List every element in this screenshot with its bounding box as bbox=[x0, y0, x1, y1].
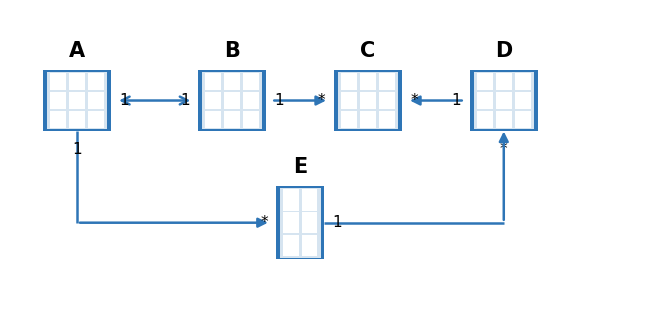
Text: *: * bbox=[261, 215, 268, 230]
Bar bbox=[477, 92, 493, 109]
Bar bbox=[334, 70, 402, 131]
Bar bbox=[379, 111, 395, 128]
Bar bbox=[47, 72, 107, 129]
Bar bbox=[341, 92, 357, 109]
Bar bbox=[341, 111, 357, 128]
Bar bbox=[69, 92, 85, 109]
Text: C: C bbox=[361, 41, 376, 61]
Bar bbox=[88, 92, 104, 109]
Bar bbox=[496, 92, 512, 109]
Bar bbox=[379, 73, 395, 91]
Bar bbox=[50, 73, 66, 91]
Text: A: A bbox=[69, 41, 85, 61]
Bar bbox=[470, 70, 538, 131]
Text: *: * bbox=[410, 93, 418, 108]
Text: E: E bbox=[293, 157, 307, 177]
Bar bbox=[283, 212, 299, 233]
Bar bbox=[515, 111, 531, 128]
Bar bbox=[496, 111, 512, 128]
Bar bbox=[302, 235, 318, 256]
Bar bbox=[496, 73, 512, 91]
Text: *: * bbox=[500, 142, 508, 157]
Bar bbox=[302, 189, 318, 211]
Bar bbox=[243, 111, 259, 128]
Bar bbox=[243, 92, 259, 109]
Bar bbox=[224, 111, 240, 128]
Bar bbox=[515, 73, 531, 91]
Bar bbox=[50, 111, 66, 128]
Text: 1: 1 bbox=[181, 93, 190, 108]
Bar bbox=[360, 111, 376, 128]
Text: *: * bbox=[318, 93, 326, 108]
Bar bbox=[360, 92, 376, 109]
Bar bbox=[224, 92, 240, 109]
Text: 1: 1 bbox=[452, 93, 462, 108]
Bar bbox=[283, 189, 299, 211]
Bar bbox=[69, 111, 85, 128]
Bar bbox=[202, 72, 262, 129]
Bar bbox=[474, 72, 534, 129]
Bar bbox=[515, 92, 531, 109]
Bar bbox=[338, 72, 398, 129]
Bar bbox=[341, 73, 357, 91]
Bar bbox=[198, 70, 266, 131]
Bar bbox=[69, 73, 85, 91]
Bar bbox=[205, 92, 221, 109]
Bar bbox=[88, 73, 104, 91]
Bar bbox=[50, 92, 66, 109]
Text: 1: 1 bbox=[119, 93, 129, 108]
Bar bbox=[477, 111, 493, 128]
Text: 1: 1 bbox=[274, 93, 284, 108]
Bar bbox=[379, 92, 395, 109]
Text: D: D bbox=[495, 41, 512, 61]
Bar bbox=[88, 111, 104, 128]
Bar bbox=[43, 70, 111, 131]
Bar bbox=[283, 235, 299, 256]
Bar bbox=[360, 73, 376, 91]
Bar bbox=[280, 188, 321, 258]
Bar bbox=[224, 73, 240, 91]
Bar bbox=[477, 73, 493, 91]
Bar bbox=[205, 73, 221, 91]
Bar bbox=[243, 73, 259, 91]
Text: B: B bbox=[224, 41, 240, 61]
Text: 1: 1 bbox=[332, 215, 342, 230]
Bar bbox=[205, 111, 221, 128]
Bar bbox=[276, 186, 325, 259]
Bar bbox=[302, 212, 318, 233]
Text: 1: 1 bbox=[72, 142, 82, 157]
